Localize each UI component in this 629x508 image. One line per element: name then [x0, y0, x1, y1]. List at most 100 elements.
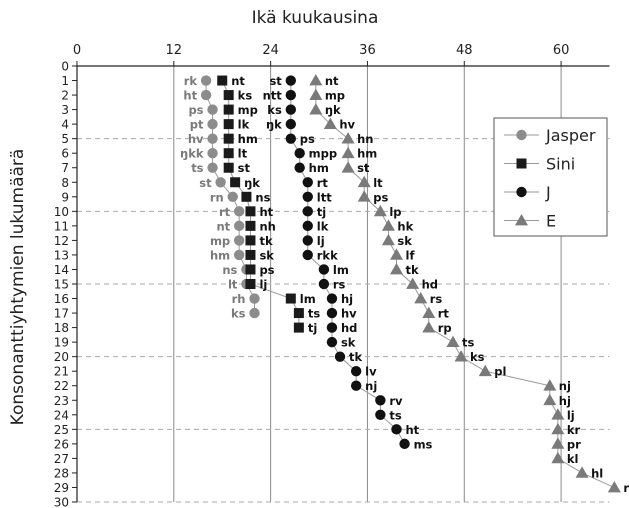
y-tick-label: 26: [54, 437, 69, 451]
data-point: [230, 177, 241, 188]
data-point: [373, 204, 387, 217]
y-tick-label: 16: [54, 292, 69, 306]
legend-marker: [516, 158, 527, 169]
y-tick-label: 2: [61, 89, 69, 103]
data-point: [551, 437, 565, 449]
data-point: [551, 451, 565, 464]
data-point: [223, 119, 234, 130]
data-point: [551, 408, 565, 420]
y-tick-label: 5: [61, 132, 69, 146]
point-label: lp: [389, 205, 401, 219]
data-point: [285, 75, 297, 86]
point-label: mp: [238, 103, 258, 117]
point-label: lt: [238, 147, 248, 161]
data-point: [245, 249, 256, 260]
data-point: [326, 307, 338, 319]
data-point: [422, 321, 436, 333]
point-label: nt: [231, 74, 245, 88]
legend-marker: [515, 214, 528, 226]
point-label: lj: [259, 278, 267, 292]
point-label: kl: [567, 452, 579, 466]
legend-label: J: [545, 183, 551, 202]
data-point: [406, 277, 420, 289]
data-point: [543, 379, 557, 391]
y-tick-label: 3: [61, 103, 69, 117]
point-label: rv: [389, 394, 403, 408]
data-point: [245, 206, 256, 217]
x-tick-label: 0: [73, 43, 81, 58]
point-label: kr: [567, 423, 581, 437]
data-point: [422, 306, 436, 318]
x-tick-label: 24: [262, 43, 279, 58]
point-label: ts: [389, 408, 401, 422]
y-tick-label: 25: [54, 423, 69, 437]
point-label: tk: [349, 350, 362, 364]
data-point: [233, 249, 245, 261]
point-label: hm: [210, 248, 230, 262]
point-label: lt: [373, 176, 383, 190]
data-point: [309, 103, 323, 115]
point-label: hm: [238, 132, 258, 146]
data-point: [245, 264, 256, 275]
point-label: hv: [341, 307, 357, 321]
data-point: [323, 117, 337, 130]
data-point: [245, 279, 256, 289]
data-point: [233, 235, 245, 246]
point-label: ht: [183, 89, 197, 103]
point-label: lm: [300, 292, 316, 306]
data-point: [302, 249, 313, 261]
x-tick-label: 36: [359, 43, 376, 58]
point-label: hm: [309, 161, 329, 175]
data-point: [350, 380, 362, 391]
data-point: [478, 364, 492, 377]
point-label: ns: [255, 190, 270, 204]
y-tick-label: 29: [54, 481, 69, 495]
axes: Ikä kuukausina Konsonanttiyhtymien lukum…: [8, 8, 610, 508]
point-label: ms: [414, 437, 433, 451]
data-point: [341, 161, 355, 173]
x-tick-label: 48: [456, 43, 473, 58]
point-label: lk: [317, 219, 329, 233]
point-label: pt: [190, 118, 204, 132]
point-label: hj: [341, 292, 353, 306]
data-point: [293, 322, 304, 333]
legend-label: E: [546, 212, 556, 231]
y-tick-label: 13: [54, 248, 69, 262]
data-point: [207, 104, 218, 115]
point-label: nj: [365, 379, 377, 393]
point-label: nt: [325, 74, 339, 88]
point-label: tj: [317, 205, 326, 219]
point-label: ht: [406, 423, 420, 437]
point-label: lv: [365, 365, 377, 379]
point-label: pl: [494, 365, 506, 379]
data-point: [294, 148, 305, 159]
point-label: ns: [222, 263, 237, 277]
y-tick-label: 23: [54, 394, 69, 408]
data-point: [326, 293, 338, 304]
data-point: [302, 206, 313, 217]
point-label: ŋk: [244, 176, 260, 190]
data-point: [302, 235, 313, 246]
data-point: [543, 393, 557, 406]
point-label: rkk: [317, 248, 338, 262]
point-label: tj: [308, 321, 317, 335]
point-label: rt: [219, 205, 231, 219]
data-point: [357, 175, 371, 188]
point-label: ŋk: [325, 103, 341, 117]
data-point: [293, 308, 304, 319]
data-point: [302, 177, 313, 188]
y-tick-label: 7: [61, 161, 69, 175]
point-label: ks: [238, 89, 253, 103]
point-label: lt: [228, 278, 238, 292]
point-label: sk: [259, 248, 274, 262]
y-tick-label: 20: [54, 350, 69, 364]
data-point: [454, 350, 468, 362]
point-label: rp: [438, 321, 452, 335]
point-label: sk: [341, 336, 356, 350]
point-label: hj: [559, 394, 571, 408]
y-tick-label: 14: [54, 263, 69, 277]
y-tick-label: 4: [61, 118, 69, 132]
point-label: rt: [317, 176, 329, 190]
point-label: ps: [300, 132, 315, 146]
point-label: hl: [591, 466, 603, 480]
